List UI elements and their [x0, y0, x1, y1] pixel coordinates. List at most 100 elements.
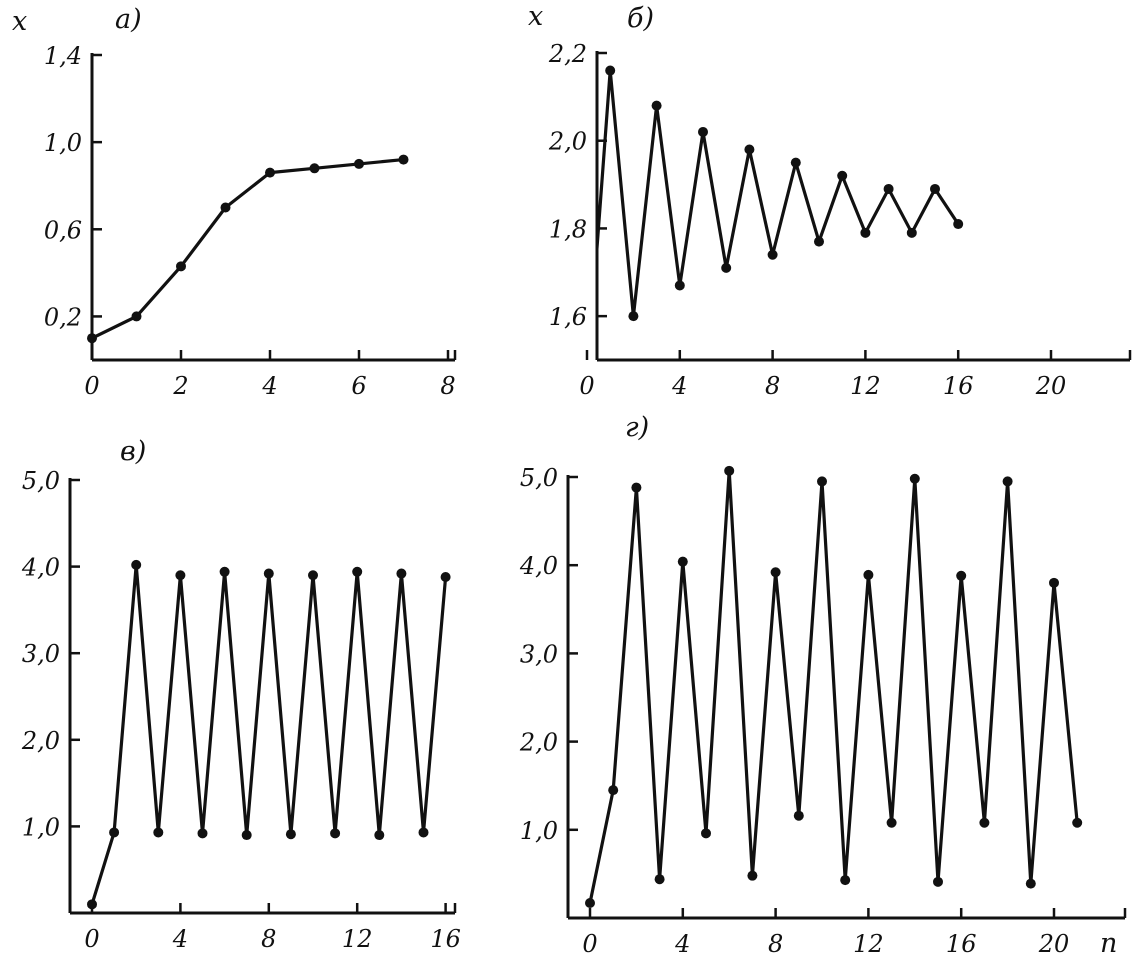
y-tick-label: 5,0	[520, 464, 558, 492]
panel-label: а)	[115, 4, 142, 35]
x-tick-label: 12	[853, 930, 884, 958]
x-tick-label: 12	[850, 372, 881, 400]
data-point	[1072, 817, 1083, 828]
y-tick-label: 0,2	[44, 303, 82, 331]
data-point	[674, 280, 685, 291]
data-point	[698, 126, 708, 137]
x-tick-label: 4	[172, 925, 188, 953]
data-point	[1002, 476, 1013, 487]
data-point	[87, 333, 97, 344]
data-point	[241, 830, 252, 841]
x-tick-label: 2	[172, 372, 188, 400]
panel-label: в)	[120, 436, 146, 467]
y-tick-label: 1,0	[22, 813, 60, 841]
data-point	[131, 311, 142, 322]
x-tick-label: 16	[430, 925, 461, 953]
data-point	[265, 167, 275, 178]
y-tick-label: 3,0	[22, 640, 60, 668]
data-point	[87, 899, 97, 910]
y-tick-label: 2,0	[519, 729, 558, 757]
data-point	[219, 566, 230, 577]
x-tick-label: 20	[1035, 372, 1067, 400]
y-tick-label: 1,4	[44, 42, 82, 70]
y-tick-label: 2,0	[21, 727, 60, 755]
y-tick-label: 2,2	[548, 40, 587, 68]
y-tick-label: 1,0	[44, 129, 82, 157]
data-point	[309, 163, 320, 174]
x-tick-label: 8	[440, 372, 455, 400]
data-point	[131, 559, 142, 570]
data-point	[814, 236, 824, 247]
x-tick-label: 8	[768, 930, 783, 958]
data-point	[701, 828, 711, 839]
data-point	[886, 817, 897, 828]
data-point	[263, 568, 274, 579]
data-point	[979, 817, 990, 828]
y-tick-label: 1,8	[549, 215, 587, 243]
chart-panel-3: 0 4 8 12 16 1,0 2,0 3,0 4,0 5,0 в)	[21, 436, 461, 953]
series-line	[588, 469, 1079, 904]
data-point	[330, 828, 341, 839]
data-point	[840, 875, 851, 886]
data-point	[651, 100, 662, 111]
series-line	[597, 68, 960, 318]
chart-panel-4: 0 4 8 12 16 20 1,0 2,0 3,0 4,0 5,0 г) n	[519, 412, 1127, 959]
data-point	[883, 183, 894, 194]
data-point	[654, 874, 665, 885]
data-point	[398, 154, 409, 165]
data-point	[956, 570, 967, 581]
data-point	[608, 785, 619, 796]
data-point	[354, 158, 364, 169]
y-tick-label: 5,0	[22, 467, 60, 495]
x-tick-label: 4	[674, 930, 690, 958]
data-point	[790, 157, 801, 168]
data-point	[631, 482, 642, 493]
panel-label: г)	[625, 412, 649, 443]
data-point	[793, 810, 804, 821]
data-point	[909, 473, 920, 484]
data-point	[721, 262, 732, 273]
data-point	[175, 570, 186, 581]
x-tick-label: 0	[579, 372, 594, 400]
data-point	[628, 311, 639, 322]
x-tick-label: 0	[84, 925, 99, 953]
data-point	[837, 170, 848, 181]
data-point	[747, 870, 758, 881]
y-tick-label: 1,6	[549, 303, 587, 331]
panel-label: б)	[627, 3, 654, 34]
data-point	[1025, 878, 1036, 889]
data-point	[677, 556, 688, 567]
data-point	[863, 569, 874, 580]
x-tick-label: 6	[351, 372, 366, 400]
data-point	[220, 202, 231, 213]
y-tick-label: 3,0	[520, 640, 558, 668]
x-tick-label: 20	[1038, 930, 1070, 958]
data-point	[817, 476, 827, 487]
data-point	[418, 827, 429, 838]
y-tick-label: 1,0	[520, 817, 558, 845]
series-line	[92, 157, 404, 340]
x-axis-title: n	[1100, 928, 1117, 959]
data-point	[933, 876, 943, 887]
data-point	[352, 566, 363, 577]
x-tick-label: 12	[342, 925, 373, 953]
data-point	[860, 227, 871, 238]
x-tick-label: 0	[84, 372, 99, 400]
data-point	[285, 829, 296, 840]
data-point	[1049, 577, 1059, 588]
series-line	[90, 563, 448, 905]
y-tick-label: 2,0	[548, 128, 587, 156]
data-point	[953, 219, 964, 230]
x-tick-label: 16	[946, 930, 977, 958]
data-point	[374, 830, 385, 841]
data-point	[724, 465, 735, 476]
data-point	[744, 144, 755, 155]
data-point	[109, 827, 120, 838]
data-point	[605, 65, 616, 76]
chart-panel-2: 0 4 8 12 16 20 1,6 1,8 2,0 2,2 б) x	[528, 1, 1132, 400]
x-tick-label: 8	[261, 925, 276, 953]
data-point	[906, 227, 917, 238]
x-tick-label: 8	[765, 372, 780, 400]
data-point	[396, 568, 407, 579]
data-point	[308, 570, 318, 581]
